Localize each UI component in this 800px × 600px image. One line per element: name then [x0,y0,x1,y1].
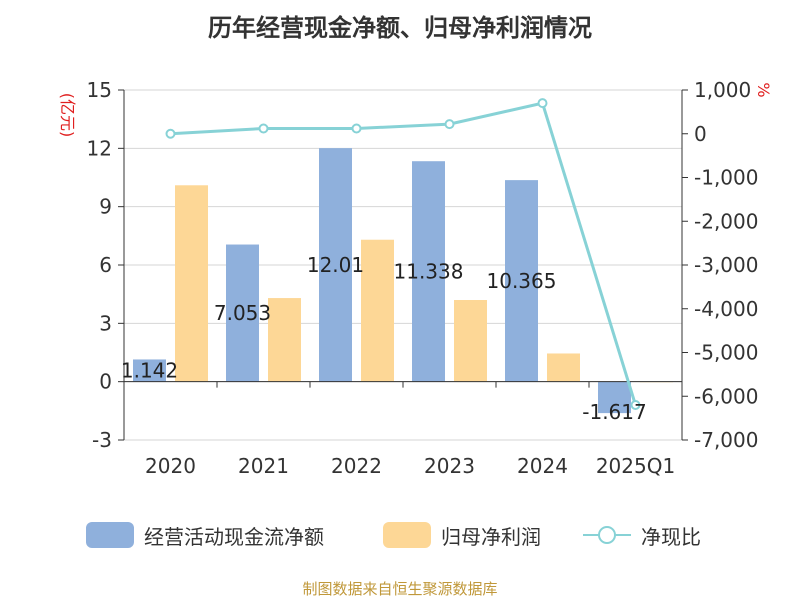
x-tick-label-1: 2021 [238,454,289,478]
operating-cash-data-label-0: 1.142 [121,359,178,383]
x-tick-label-2: 2022 [331,454,382,478]
net-profit-bar-2 [361,239,394,382]
cash-ratio-point-4 [537,98,548,109]
data-source-note: 制图数据来自恒生聚源数据库 [302,580,498,598]
operating-cash-bar-3 [412,161,445,382]
operating-cash-data-label-5: -1.617 [582,400,646,424]
x-tick-label-0: 2020 [145,454,196,478]
legend-label-net-profit: 归母净利润 [441,524,541,549]
left-tick-label-5: 12 [87,136,112,160]
cash-ratio-point-0 [165,128,176,139]
cash-ratio-point-3 [444,119,455,130]
operating-cash-data-label-1: 7.053 [214,301,271,325]
operating-cash-data-label-4: 10.365 [487,269,557,293]
operating-cash-bar-2 [319,148,352,382]
x-tick-label-5: 2025Q1 [596,454,675,478]
left-tick-label-3: 6 [99,253,112,277]
left-tick-label-0: -3 [92,428,112,452]
right-tick-label-0: 1,000 [694,78,751,102]
cash-ratio-line [170,101,637,406]
legend-swatch-operating-cash-flow [86,522,134,548]
right-axis-title: % [754,82,773,97]
legend-swatch-net-profit [383,522,431,548]
right-tick-label-4: -3,000 [694,253,758,277]
cash-ratio-point-2 [351,123,362,134]
cash-ratio-point-1 [258,123,269,134]
legend-item-operating-cash-flow[interactable]: 经营活动现金流净额 [86,517,324,553]
cash-ratio-point-5 [630,400,641,410]
left-tick-label-6: 15 [87,78,112,102]
net-profit-bar-3 [454,300,487,382]
net-profit-bar-1 [268,298,301,382]
operating-cash-bar-0 [133,359,166,382]
operating-cash-bar-5 [598,381,631,414]
right-tick-label-2: -1,000 [694,166,758,190]
right-tick-label-8: -7,000 [694,428,758,452]
net-profit-bar-0 [175,185,208,382]
x-tick-label-4: 2024 [517,454,568,478]
operating-cash-data-label-2: 12.01 [307,253,364,277]
left-tick-label-4: 9 [99,195,112,219]
operating-cash-bar-4 [505,180,538,382]
left-axis-title: (亿元) [58,93,77,138]
operating-cash-bar-1 [226,244,259,382]
legend-item-cash-ratio[interactable]: 净现比 [583,517,701,553]
right-tick-label-6: -5,000 [694,341,758,365]
operating-cash-data-label-3: 11.338 [394,259,464,283]
chart-title: 历年经营现金净额、归母净利润情况 [208,14,592,42]
left-tick-label-1: 0 [99,370,112,394]
right-tick-label-1: 0 [694,122,707,146]
legend-item-net-profit[interactable]: 归母净利润 [383,517,541,553]
net-profit-bar-4 [547,353,580,382]
chart-legend: 经营活动现金流净额 归母净利润 净现比 [0,517,800,553]
right-tick-label-5: -4,000 [694,297,758,321]
left-tick-label-2: 3 [99,311,112,335]
legend-label-cash-ratio: 净现比 [641,524,701,549]
legend-label-operating-cash-flow: 经营活动现金流净额 [144,524,324,549]
legend-line-cash-ratio-icon [583,522,631,548]
x-tick-label-3: 2023 [424,454,475,478]
right-tick-label-3: -2,000 [694,209,758,233]
right-tick-label-7: -6,000 [694,384,758,408]
